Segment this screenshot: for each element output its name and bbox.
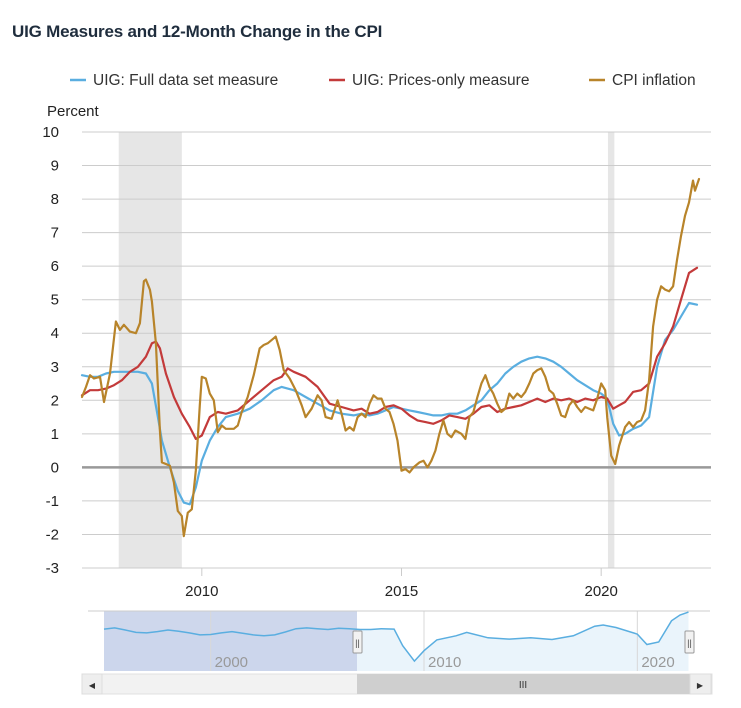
series-line-2[interactable] xyxy=(80,177,701,538)
navigator-handle-grip: || xyxy=(355,638,360,648)
legend-item-2[interactable]: CPI inflation xyxy=(589,72,696,89)
y-tick-label: 3 xyxy=(51,359,59,376)
recession-band-1 xyxy=(607,132,615,568)
scroll-right-button[interactable] xyxy=(689,673,712,695)
legend[interactable]: UIG: Full data set measure UIG: Prices-on… xyxy=(70,72,696,89)
scrollbar-thumb-grip: III xyxy=(519,680,527,691)
y-tick-label: 2 xyxy=(51,392,59,409)
y-tick-label: 1 xyxy=(51,426,59,443)
navigator-handle-right[interactable]: || xyxy=(684,630,695,654)
legend-label: UIG: Full data set measure xyxy=(93,72,278,89)
legend-label: UIG: Prices-only measure xyxy=(352,72,529,89)
recession-bands xyxy=(118,132,615,568)
navigator-tick-label: 2000 xyxy=(215,654,248,671)
scroll-left-arrow-icon: ◀ xyxy=(89,681,96,690)
y-tick-label: 10 xyxy=(42,124,59,141)
x-axis-ticks: 2010 2015 2020 xyxy=(185,568,618,600)
scroll-right-arrow-icon: ▶ xyxy=(697,681,704,690)
navigator-series-line xyxy=(103,611,689,663)
navigator-handle-body[interactable] xyxy=(352,630,363,654)
x-tick-label: 2020 xyxy=(584,583,617,600)
y-tick-label: 5 xyxy=(51,292,59,309)
navigator-handle-left[interactable]: || xyxy=(352,630,363,654)
series-lines[interactable] xyxy=(80,177,701,538)
y-tick-label: -3 xyxy=(46,560,59,577)
y-tick-label: 8 xyxy=(51,191,59,208)
y-tick-label: -1 xyxy=(46,493,59,510)
y-tick-label: 6 xyxy=(51,258,59,275)
y-tick-label: -2 xyxy=(46,526,59,543)
navigator[interactable]: 2000 2010 2020 || || III ◀ ▶ xyxy=(81,610,713,695)
navigator-tick-label: 2020 xyxy=(641,654,674,671)
recession-band-0 xyxy=(118,132,182,568)
scroll-left-button[interactable] xyxy=(81,673,103,695)
legend-item-0[interactable]: UIG: Full data set measure xyxy=(70,72,278,89)
y-tick-label: 9 xyxy=(51,158,59,175)
legend-label: CPI inflation xyxy=(612,72,696,89)
navigator-handle-body[interactable] xyxy=(684,630,695,654)
y-tick-label: 4 xyxy=(51,325,59,342)
x-tick-label: 2010 xyxy=(185,583,218,600)
y-tick-label: 7 xyxy=(51,225,59,242)
chart-title: UIG Measures and 12-Month Change in the … xyxy=(12,22,383,41)
navigator-handle-grip: || xyxy=(687,638,692,648)
x-tick-label: 2015 xyxy=(385,583,418,600)
navigator-selection-mask[interactable] xyxy=(104,611,357,671)
navigator-tick-label: 2010 xyxy=(428,654,461,671)
y-axis-label: Percent xyxy=(47,103,100,120)
y-tick-label: 0 xyxy=(51,459,59,476)
legend-item-1[interactable]: UIG: Prices-only measure xyxy=(329,72,529,89)
series-line-1[interactable] xyxy=(80,266,699,440)
scrollbar-thumb[interactable] xyxy=(357,674,690,694)
